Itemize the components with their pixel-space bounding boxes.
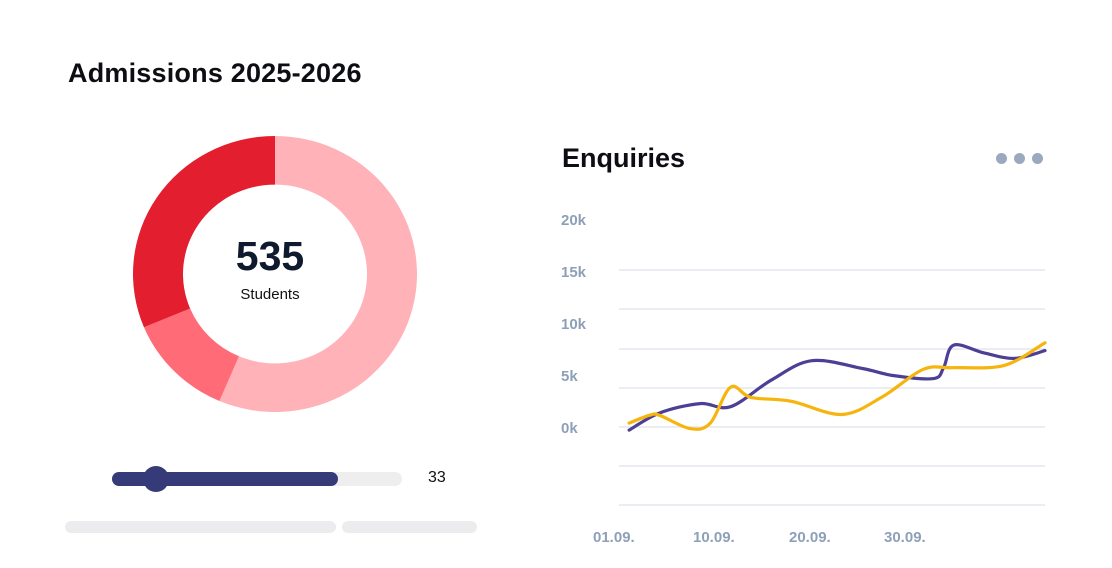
x-tick-label: 30.09. [884,529,926,546]
donut-segment-medium [143,308,239,401]
page-title: Admissions 2025-2026 [68,58,362,88]
slider-thumb[interactable] [142,466,169,492]
x-tick-label: 01.09. [593,529,635,546]
y-tick-label: 5k [561,368,578,385]
x-tick-label: 20.09. [789,529,831,546]
placeholder-bar-left [65,521,336,533]
slider-value: 33 [428,469,446,486]
donut-total-label: Students [240,286,300,303]
donut-center: 535 Students [185,232,355,303]
y-tick-label: 15k [561,264,587,281]
more-dot-icon [996,152,1007,164]
placeholder-bar-right [342,521,477,533]
y-tick-label: 10k [561,316,587,333]
slider-track[interactable] [112,466,402,492]
enquiries-line-chart: 20k 15k 10k 5k 0k 01.09. 10.09. 20.09. 30.09. [561,212,1047,546]
donut-segment-light [219,136,417,412]
x-tick-label: 10.09. [693,529,735,546]
more-options-button[interactable] [996,148,1054,168]
y-tick-label: 0k [561,420,578,437]
more-dot-icon [1032,152,1043,164]
donut-chart [133,136,417,412]
more-dot-icon [1014,152,1025,164]
series-purple-line [627,343,1047,432]
y-tick-label: 20k [561,212,587,229]
chart-title: Enquiries [562,143,686,173]
series-yellow-line [627,341,1047,431]
donut-segment-dark [133,136,275,328]
slider-fill [112,472,339,486]
donut-total-value: 535 [235,233,305,279]
